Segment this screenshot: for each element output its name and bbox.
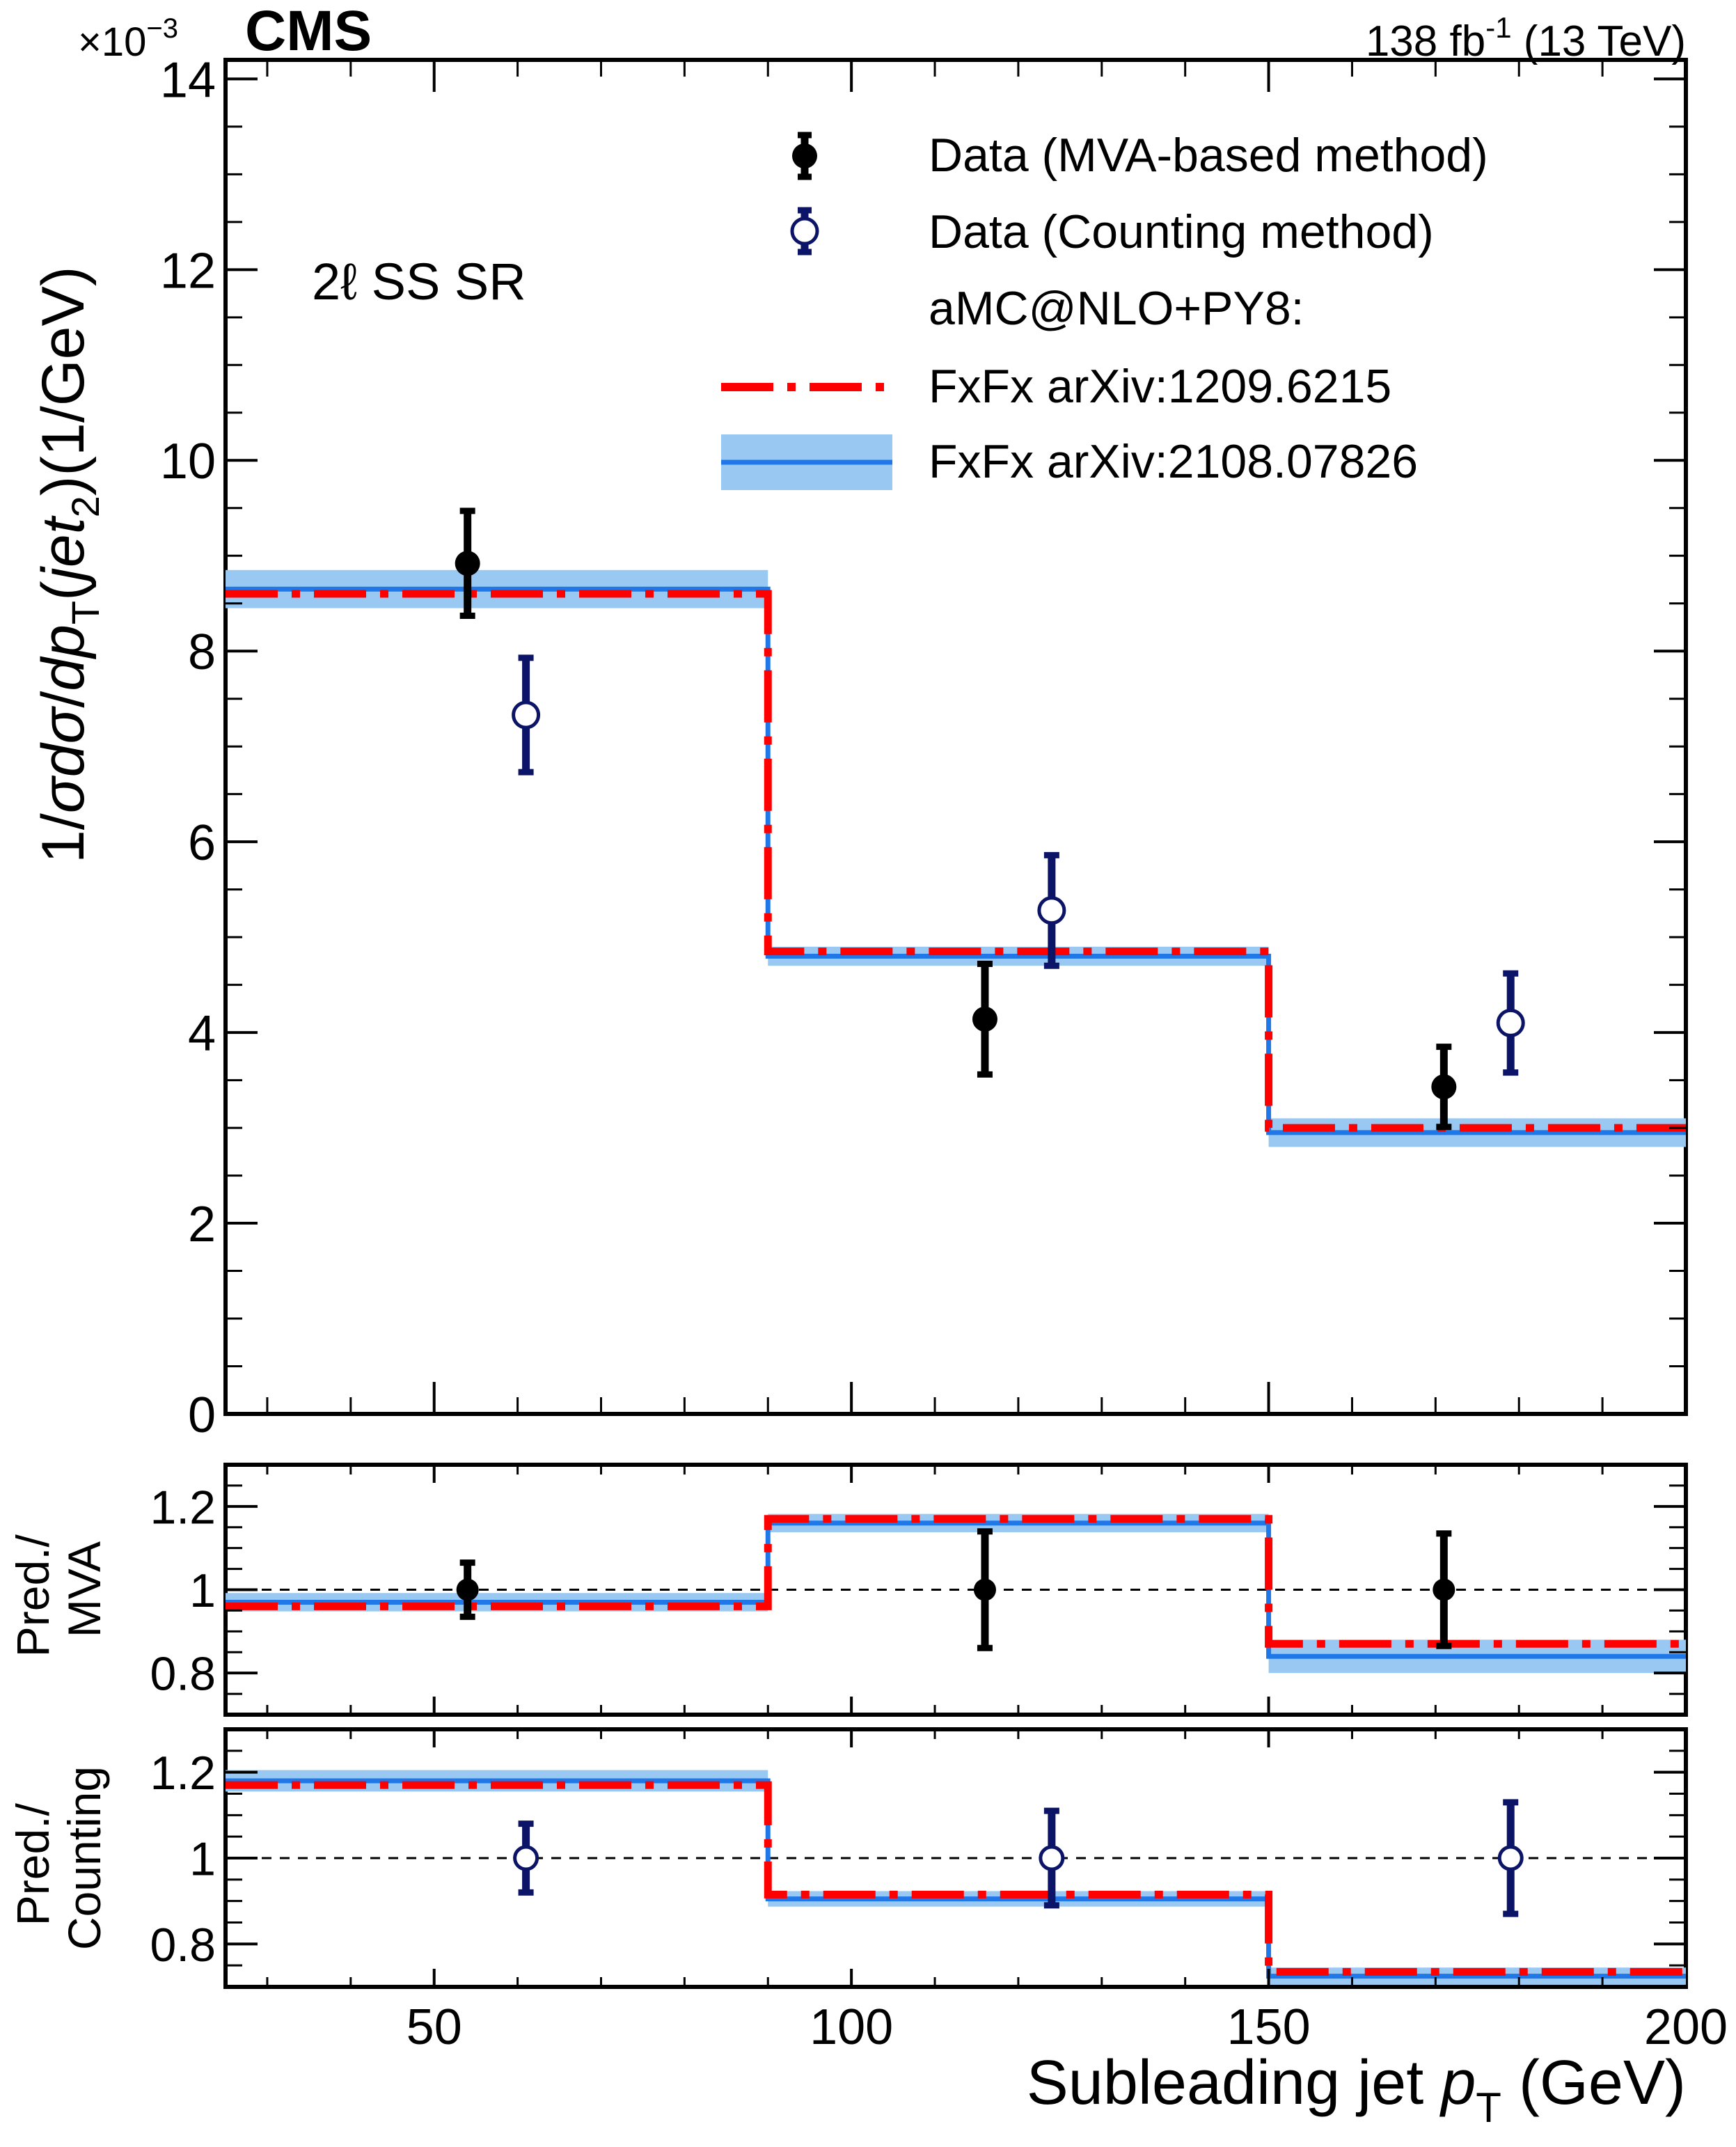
ratio-counting-lines-layer bbox=[226, 1778, 1686, 1979]
legend-entry-fxfx-2108: FxFx arXiv:2108.07826 bbox=[929, 435, 1418, 488]
cnt-line-fxfx-1209 bbox=[226, 1781, 1686, 1976]
legend-mva-marker bbox=[792, 132, 817, 180]
y-multiplier: ×10−3 bbox=[78, 13, 178, 65]
main-lines-layer bbox=[226, 586, 1686, 1135]
ratio-mva-ylabel: Pred./ MVA bbox=[7, 1522, 110, 1657]
mva-point-0-1 bbox=[973, 1578, 996, 1601]
mva-point-0-0 bbox=[456, 1578, 479, 1601]
mva-point-0-2 bbox=[1433, 1578, 1455, 1601]
ratio-mva-points-layer bbox=[456, 1528, 1455, 1651]
main-y-ticks: 0 2 4 6 8 10 12 14 bbox=[160, 52, 1686, 1443]
main-line-fxfx-2108 bbox=[226, 586, 1686, 1135]
main-ytick-label-3: 6 bbox=[188, 815, 216, 871]
ratio-counting-ylabel: Pred./ Counting bbox=[7, 1766, 110, 1950]
cnt-xtick-label-3: 200 bbox=[1644, 1999, 1728, 2055]
ratio-mva-band-layer bbox=[226, 1513, 1686, 1674]
main-x-ticks bbox=[266, 60, 1604, 1414]
mva-ytick-label-2: 1.2 bbox=[150, 1481, 216, 1534]
main-band-layer bbox=[226, 569, 1686, 1147]
cnt-point-0-1 bbox=[1039, 1845, 1065, 1871]
main-points-layer bbox=[455, 508, 1525, 1131]
lumi-label: 138 fb-1 (13 TeV) bbox=[1366, 11, 1686, 65]
ratio-counting-panel: 0.8 1 1.2 50 100 150 200 Pred./ Counting bbox=[7, 1727, 1728, 2055]
legend-entry-fxfx-1209: FxFx arXiv:1209.6215 bbox=[929, 360, 1391, 413]
main-ytick-label-1: 2 bbox=[188, 1197, 216, 1252]
legend-counting-marker bbox=[790, 207, 819, 255]
cnt-ytick-label-1: 1 bbox=[189, 1832, 216, 1885]
main-ytick-label-0: 0 bbox=[188, 1387, 216, 1443]
ratio-counting-band-layer bbox=[226, 1770, 1686, 1985]
main-point-1-0 bbox=[512, 700, 541, 730]
ratio-mva-panel: 0.8 1 1.2 Pred./ MVA bbox=[7, 1463, 1688, 1717]
x-axis-label: Subleading jet pT (GeV) bbox=[1027, 2048, 1686, 2131]
main-point-1-2 bbox=[1496, 1008, 1525, 1037]
mva-line-fxfx-2108 bbox=[226, 1520, 1686, 1659]
legend-entry-mva: Data (MVA-based method) bbox=[929, 129, 1488, 182]
ratio-counting-points-layer bbox=[513, 1799, 1524, 1917]
ratio-mva-lines-layer bbox=[226, 1515, 1686, 1659]
ratio-mva-y-ticks: 0.8 1 1.2 bbox=[150, 1481, 1686, 1701]
main-ytick-label-6: 12 bbox=[160, 243, 216, 299]
mva-line-fxfx-1209 bbox=[226, 1515, 1686, 1648]
cnt-point-0-2 bbox=[1497, 1845, 1524, 1871]
main-point-0-0 bbox=[455, 551, 480, 576]
cnt-xtick-label-2: 150 bbox=[1227, 1999, 1311, 2055]
main-ytick-label-2: 4 bbox=[188, 1006, 216, 1062]
main-point-0-1 bbox=[972, 1006, 997, 1032]
legend: Data (MVA-based method) Data (Counting m… bbox=[721, 129, 1488, 490]
ratio-counting-x-ticks: 50 100 150 200 bbox=[266, 1729, 1728, 2055]
main-point-0-2 bbox=[1431, 1074, 1457, 1100]
main-panel-frame bbox=[223, 58, 1688, 1416]
cnt-xtick-label-0: 50 bbox=[407, 1999, 462, 2055]
ratio-mva-x-ticks bbox=[266, 1465, 1604, 1715]
mva-ytick-label-0: 0.8 bbox=[150, 1648, 216, 1701]
main-point-1-1 bbox=[1037, 896, 1066, 925]
mva-ytick-label-1: 1 bbox=[189, 1564, 216, 1617]
main-ytick-label-7: 14 bbox=[160, 52, 216, 108]
main-panel: 0 2 4 6 8 10 12 14 2ℓ SS SR 1/σdσ/dpT(jet2)(1/G… bbox=[30, 52, 1688, 1443]
legend-generator: aMC@NLO+PY8: bbox=[929, 282, 1304, 335]
main-ytick-label-5: 10 bbox=[160, 434, 216, 489]
cnt-xtick-label-1: 100 bbox=[810, 1999, 893, 2055]
cnt-ytick-label-2: 1.2 bbox=[150, 1747, 216, 1800]
cnt-line-fxfx-2108 bbox=[226, 1778, 1686, 1979]
main-ytick-label-4: 8 bbox=[188, 624, 216, 680]
cnt-ytick-label-0: 0.8 bbox=[150, 1919, 216, 1972]
main-line-fxfx-1209 bbox=[226, 590, 1686, 1132]
cnt-point-0-0 bbox=[513, 1845, 539, 1871]
ratio-counting-y-ticks: 0.8 1 1.2 bbox=[150, 1747, 1686, 1972]
legend-entry-counting: Data (Counting method) bbox=[929, 205, 1434, 258]
region-label: 2ℓ SS SR bbox=[312, 253, 526, 310]
cms-label: CMS bbox=[245, 0, 372, 63]
main-ylabel: 1/σdσ/dpT(jet2)(1/GeV) bbox=[30, 266, 107, 863]
